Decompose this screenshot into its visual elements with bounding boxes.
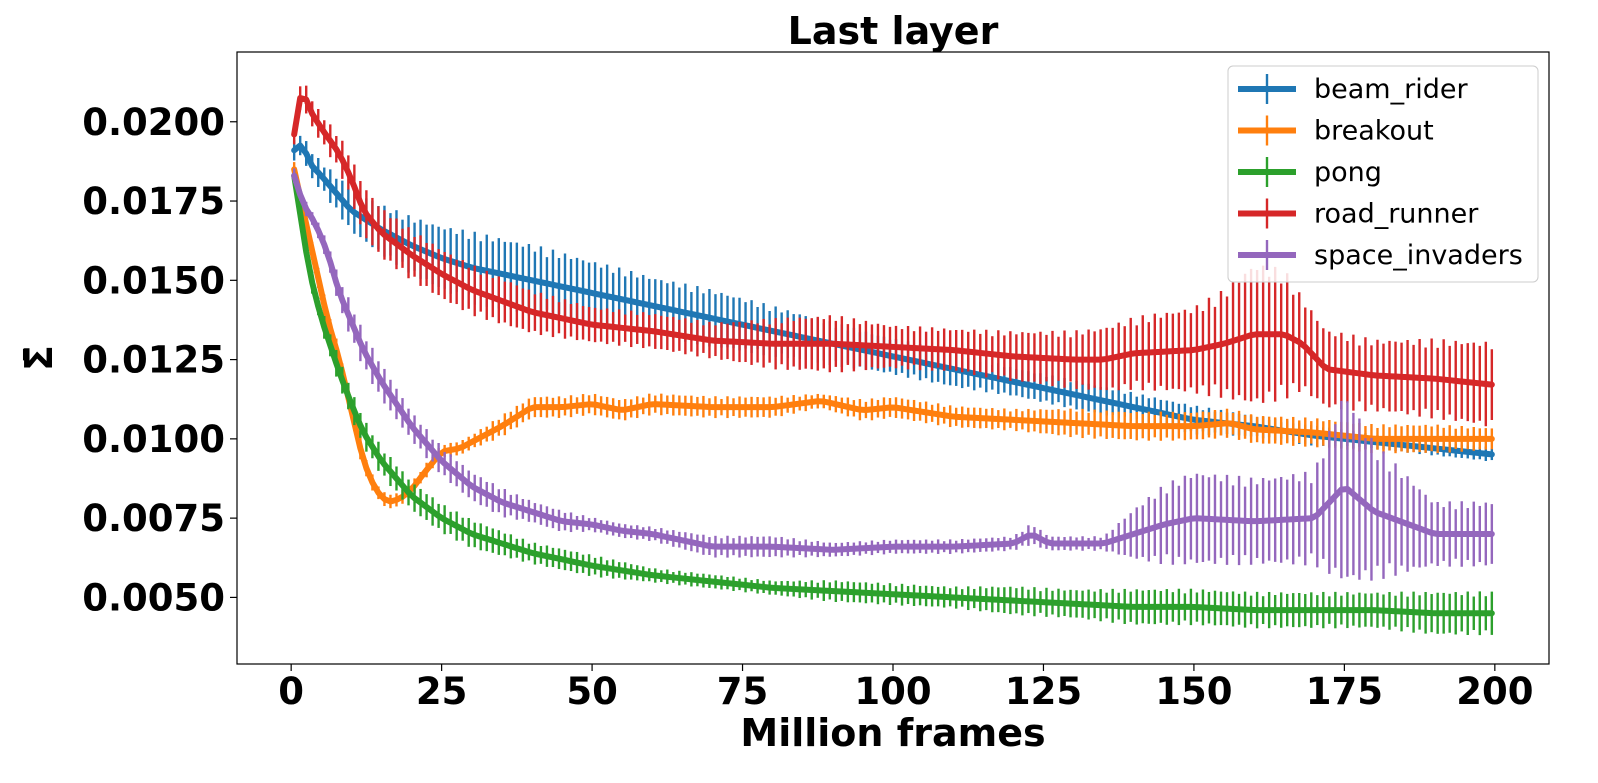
- y-axis-label-text: Σ̄: [17, 345, 61, 371]
- y-axis: 0.0050 0.0075 0.0100 0.0125 0.0150 0.0175 0.02…: [82, 101, 237, 619]
- x-axis: 0 25 50 75 100 125 150 175 200: [278, 664, 1533, 713]
- y-tick-label: 0.0050: [82, 576, 225, 619]
- series-line-road_runner: [291, 94, 1495, 388]
- x-tick-label: 150: [1155, 670, 1232, 713]
- plot-area: [291, 85, 1495, 636]
- legend-label: pong: [1314, 157, 1382, 188]
- y-tick-label: 0.0175: [82, 180, 225, 223]
- x-tick-label: 125: [1005, 670, 1082, 713]
- x-tick-label: 175: [1306, 670, 1383, 713]
- legend-item-road_runner: road_runner: [1238, 198, 1479, 230]
- chart-title: Last layer: [788, 9, 999, 53]
- y-axis-label: Σ̄: [17, 345, 61, 371]
- x-tick-label: 25: [416, 670, 468, 713]
- x-tick-label: 50: [566, 670, 618, 713]
- y-tick-label: 0.0075: [82, 497, 225, 540]
- series-line-pong: [291, 172, 1495, 617]
- x-tick-label: 0: [278, 670, 304, 713]
- y-tick-label: 0.0125: [82, 339, 225, 382]
- legend-label: breakout: [1314, 116, 1434, 147]
- series-line-breakout: [291, 166, 1495, 505]
- x-tick-label: 200: [1456, 670, 1533, 713]
- series-road_runner: [291, 85, 1495, 427]
- y-tick-label: 0.0150: [82, 259, 225, 302]
- legend-item-beam_rider: beam_rider: [1238, 74, 1468, 105]
- legend-label: road_runner: [1314, 199, 1479, 230]
- legend-item-breakout: breakout: [1238, 115, 1434, 147]
- legend-item-pong: pong: [1238, 157, 1382, 188]
- legend-label: beam_rider: [1314, 74, 1468, 105]
- error-bars-road_runner: [292, 85, 1494, 427]
- x-axis-label: Million frames: [740, 711, 1045, 755]
- x-tick-label: 75: [717, 670, 769, 713]
- legend-item-space_invaders: space_invaders: [1238, 240, 1523, 271]
- legend-label: space_invaders: [1314, 240, 1523, 271]
- x-tick-label: 100: [854, 670, 931, 713]
- legend-box: [1227, 65, 1539, 283]
- series-space_invaders: [291, 168, 1495, 581]
- y-tick-label: 0.0200: [82, 101, 225, 144]
- series-pong: [291, 169, 1495, 636]
- series-line-space_invaders: [291, 172, 1495, 553]
- y-tick-label: 0.0100: [82, 418, 225, 461]
- legend: beam_rider breakout pong road_runner space_i…: [1227, 65, 1539, 283]
